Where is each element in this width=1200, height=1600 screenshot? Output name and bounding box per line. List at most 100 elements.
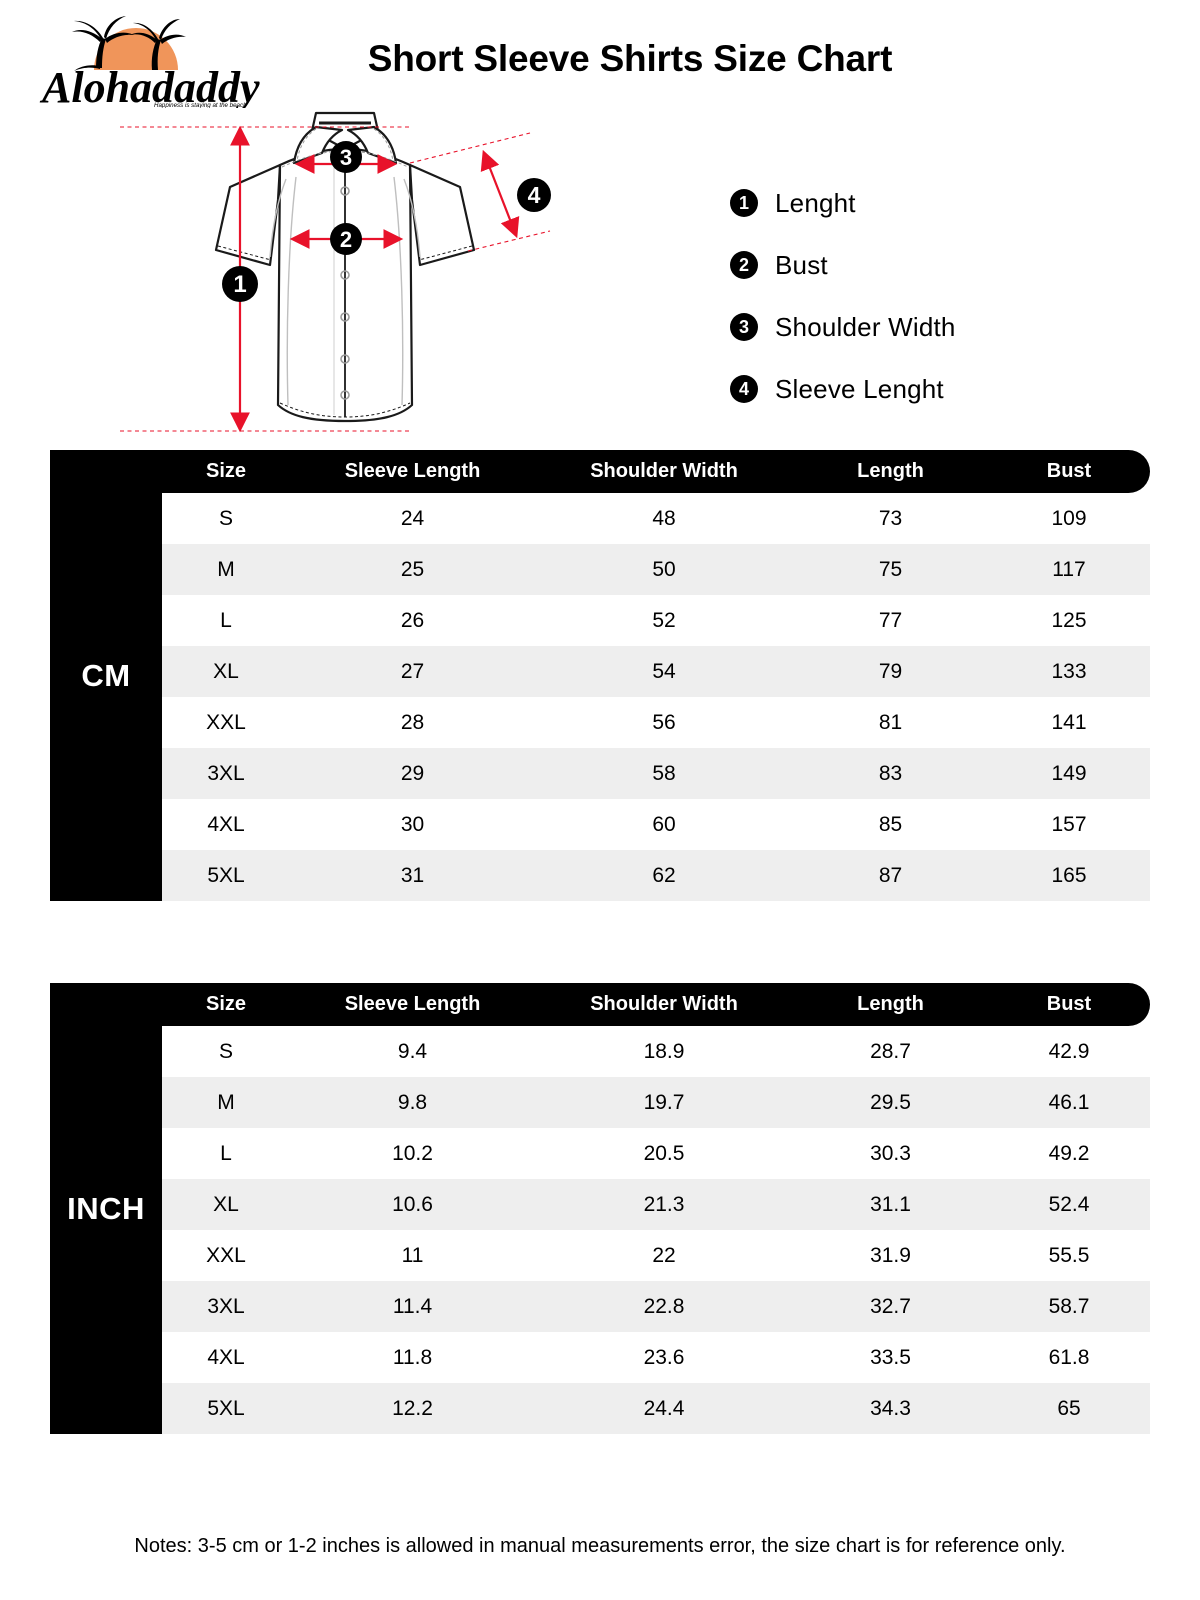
cell-value: 33.5 — [870, 1345, 911, 1369]
notes-text: Notes: 3-5 cm or 1-2 inches is allowed i… — [134, 1535, 1066, 1557]
brand-logo: Alohadaddy Happiness is staying at the b… — [34, 8, 279, 108]
table-row: M 25 50 75 117 — [162, 544, 1150, 595]
cell-value: 24 — [400, 506, 425, 530]
cell-size: XL — [213, 659, 239, 683]
cell-value: 29.5 — [870, 1090, 911, 1114]
cell-value: 46.1 — [1048, 1090, 1090, 1114]
cell-value: 85 — [878, 812, 903, 836]
legend-number-2: 2 — [730, 251, 758, 279]
cell-value: 28.7 — [870, 1039, 911, 1063]
page-title: Short Sleeve Shirts Size Chart — [367, 38, 893, 79]
measurement-legend: 1 Lenght 2 Bust 3 Shoulder Width 4 Sleev… — [730, 172, 1130, 420]
cell-value: 54 — [652, 659, 676, 683]
cell-value: 26 — [400, 608, 425, 632]
cell-value: 62 — [652, 863, 676, 887]
cell-value: 11.8 — [392, 1345, 433, 1369]
cell-size: 4XL — [207, 812, 245, 836]
legend-number-1: 1 — [730, 189, 758, 217]
cell-value: 61.8 — [1048, 1345, 1090, 1369]
cell-value: 12.2 — [392, 1396, 433, 1420]
cell-value: 19.7 — [643, 1090, 685, 1114]
table-header-row: Size Sleeve Length Shoulder Width Length Bus… — [162, 450, 1150, 493]
cell-value: 18.9 — [643, 1039, 685, 1063]
cell-value: 77 — [878, 608, 903, 632]
cell-value: 58.7 — [1048, 1294, 1090, 1318]
column-header-sleeve-length: Sleeve Length — [344, 460, 481, 482]
cell-value: 31 — [400, 863, 425, 887]
cell-value: 24.4 — [643, 1396, 685, 1420]
brand-tagline: Happiness is staying at the beach — [154, 102, 247, 108]
size-table-cm: CM Size Sleeve Length Shoulder Width Length B… — [50, 450, 1150, 901]
cell-value: 79 — [878, 659, 903, 683]
cell-size: 3XL — [207, 761, 245, 785]
legend-item-bust: 2 Bust — [730, 234, 1130, 296]
table-row: 5XL 12.2 24.4 34.3 65 — [162, 1383, 1150, 1434]
svg-text:Alohadaddy: Alohadaddy — [39, 63, 260, 108]
cell-size: S — [218, 1039, 233, 1063]
cell-value: 157 — [1051, 812, 1087, 836]
table-row: M 9.8 19.7 29.5 46.1 — [162, 1077, 1150, 1128]
cell-value: 22 — [652, 1243, 676, 1267]
table-row: L 10.2 20.5 30.3 49.2 — [162, 1128, 1150, 1179]
cell-size: 5XL — [207, 863, 245, 887]
cell-value: 52 — [652, 608, 676, 632]
size-table-inch: INCH Size Sleeve Length Shoulder Width Lengt… — [50, 983, 1150, 1434]
cell-value: 22.8 — [643, 1294, 685, 1318]
cell-size: XXL — [206, 710, 246, 734]
cell-value: 75 — [878, 557, 903, 581]
cell-size: M — [217, 557, 235, 581]
cell-value: 28 — [400, 710, 425, 734]
column-header-length: Length — [857, 993, 924, 1015]
legend-item-length: 1 Lenght — [730, 172, 1130, 234]
cell-value: 21.3 — [643, 1192, 685, 1216]
cell-value: 30.3 — [870, 1141, 911, 1165]
size-tables: CM Size Sleeve Length Shoulder Width Length B… — [0, 450, 1200, 1434]
table-row: 4XL 11.8 23.6 33.5 61.8 — [162, 1332, 1150, 1383]
marker-4: 4 — [517, 178, 551, 212]
cell-size: L — [220, 1141, 232, 1165]
cell-value: 125 — [1051, 608, 1087, 632]
cell-value: 34.3 — [870, 1396, 911, 1420]
cell-value: 65 — [1057, 1396, 1081, 1420]
table-row: XL 27 54 79 133 — [162, 646, 1150, 697]
table-row: S 9.4 18.9 28.7 42.9 — [162, 1026, 1150, 1077]
table-row: 5XL 31 62 87 165 — [162, 850, 1150, 901]
cell-value: 50 — [652, 557, 676, 581]
cell-value: 55.5 — [1048, 1243, 1090, 1267]
table-header-row: Size Sleeve Length Shoulder Width Length Bus… — [162, 983, 1150, 1026]
cell-value: 73 — [878, 506, 903, 530]
column-header-length: Length — [857, 460, 924, 482]
table-row: S 24 48 73 109 — [162, 493, 1150, 544]
cell-value: 23.6 — [643, 1345, 685, 1369]
cell-size: 3XL — [207, 1294, 245, 1318]
cell-value: 149 — [1051, 761, 1087, 785]
cell-value: 42.9 — [1048, 1039, 1090, 1063]
column-header-size: Size — [205, 460, 247, 482]
cell-value: 9.4 — [397, 1039, 428, 1063]
legend-number-4: 4 — [730, 375, 758, 403]
unit-label-cm: CM — [50, 450, 162, 901]
cell-value: 87 — [878, 863, 903, 887]
cell-size: XL — [213, 1192, 239, 1216]
legend-number-3: 3 — [730, 313, 758, 341]
cell-size: M — [217, 1090, 235, 1114]
unit-label-inch: INCH — [50, 983, 162, 1434]
cell-value: 31.1 — [870, 1192, 911, 1216]
cell-value: 81 — [878, 710, 903, 734]
cell-value: 10.6 — [392, 1192, 433, 1216]
legend-item-sleeve-length: 4 Sleeve Lenght — [730, 358, 1130, 420]
shirt-diagram: 1 2 3 4 — [110, 105, 630, 450]
cell-value: 165 — [1051, 863, 1087, 887]
legend-label-1: Lenght — [775, 187, 856, 218]
cell-value: 20.5 — [643, 1141, 685, 1165]
table-row: 3XL 29 58 83 149 — [162, 748, 1150, 799]
svg-text:3: 3 — [340, 145, 352, 170]
cell-value: 83 — [878, 761, 903, 785]
cell-value: 49.2 — [1048, 1141, 1090, 1165]
cell-size: 5XL — [207, 1396, 245, 1420]
cell-value: 60 — [652, 812, 676, 836]
cell-value: 117 — [1052, 557, 1086, 581]
legend-label-3: Shoulder Width — [775, 311, 956, 342]
table-row: L 26 52 77 125 — [162, 595, 1150, 646]
cell-value: 30 — [400, 812, 425, 836]
